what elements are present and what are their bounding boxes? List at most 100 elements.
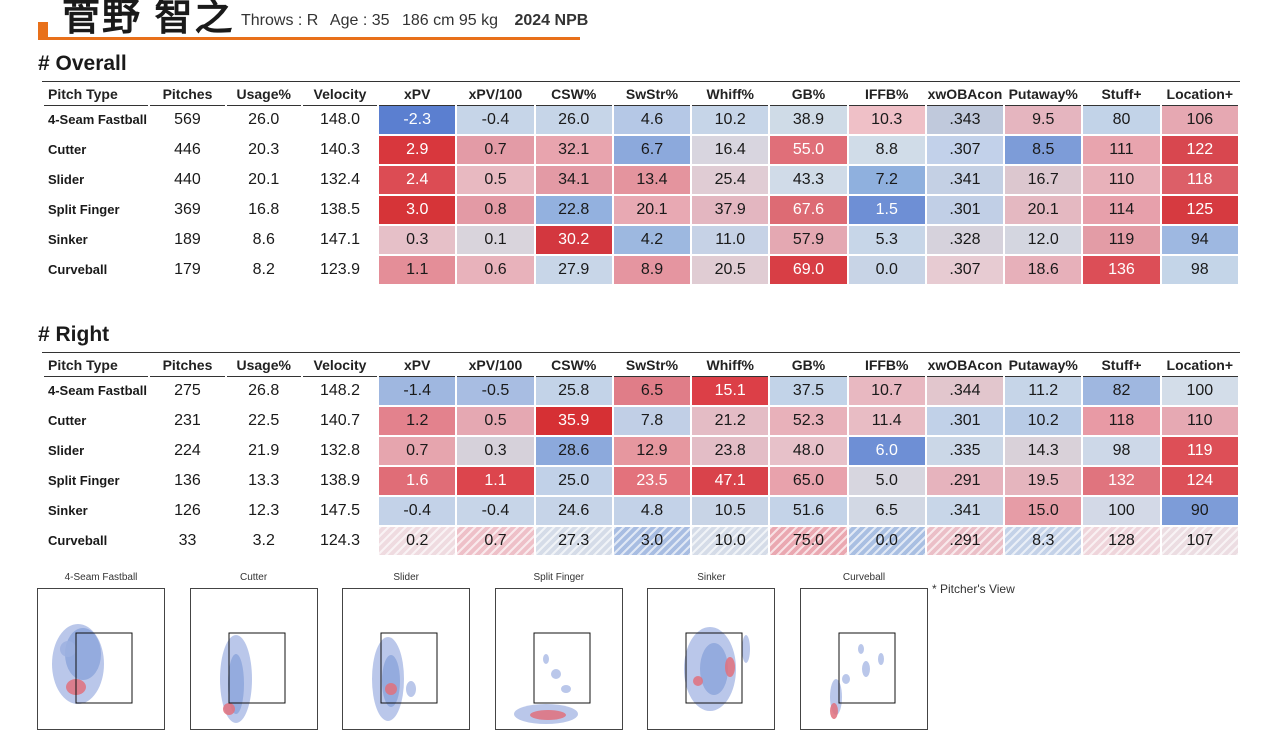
stat-cell-xpv-100: 1.1	[457, 467, 534, 497]
density-blob	[550, 669, 561, 679]
player-name: 菅野 智之	[62, 0, 235, 39]
heatmap-label: Curveball	[842, 572, 886, 583]
stat-cell-velocity: 124.3	[302, 527, 378, 557]
stat-cell-location: 124	[1161, 467, 1238, 497]
column-header-swstr: SwStr%	[613, 353, 691, 377]
column-header-xpv-100: xPV/100	[457, 82, 534, 106]
column-header-pitch-type: Pitch Type	[44, 353, 149, 377]
header-underline	[38, 37, 580, 40]
stat-cell-gb: 75.0	[770, 527, 847, 557]
stat-cell-xpv-100: 0.6	[457, 256, 534, 286]
stat-cell-velocity: 147.1	[302, 226, 378, 256]
stat-cell-putaway: 10.2	[1005, 407, 1082, 437]
stat-cell-xwobacon: .341	[926, 497, 1004, 527]
column-header-pitches: Pitches	[150, 353, 225, 377]
column-header-csw: CSW%	[535, 82, 612, 106]
table-row: Split Finger 369 16.8 138.5 3.0 0.8 22.8 20.1 37…	[44, 196, 1238, 226]
stat-cell-pitches: 126	[150, 497, 225, 527]
pitch-type-cell: Curveball	[44, 527, 149, 557]
column-header-xpv-100: xPV/100	[457, 353, 534, 377]
heatmap-sinker: Sinker	[647, 572, 776, 730]
player-header: 菅野 智之 Throws : R Age : 35 186 cm 95 kg 2…	[38, 0, 588, 40]
stat-cell-location: 110	[1161, 407, 1238, 437]
stat-cell-xpv-100: 0.1	[457, 226, 534, 256]
stat-cell-whiff: 21.2	[692, 407, 769, 437]
stat-cell-location: 107	[1161, 527, 1238, 557]
stat-cell-usage: 20.1	[226, 166, 301, 196]
stat-cell-stuff: 110	[1083, 166, 1160, 196]
stat-cell-xpv: 1.2	[379, 407, 456, 437]
stat-cell-stuff: 132	[1083, 467, 1160, 497]
density-blob	[742, 635, 751, 663]
density-blob	[529, 710, 566, 720]
pitch-type-cell: Sinker	[44, 226, 149, 256]
density-blob	[542, 654, 549, 664]
stat-cell-whiff: 25.4	[692, 166, 769, 196]
stat-cell-whiff: 23.8	[692, 437, 769, 467]
heatmap-label: Split Finger	[533, 572, 585, 583]
column-header-iffb: IFFB%	[848, 353, 925, 377]
stat-cell-xwobacon: .301	[926, 407, 1004, 437]
pitch-type-cell: Split Finger	[44, 196, 149, 226]
stat-cell-iffb: 10.3	[848, 106, 925, 136]
heatmap-label: Cutter	[239, 572, 268, 583]
stat-cell-pitches: 569	[150, 106, 225, 136]
stat-cell-stuff: 136	[1083, 256, 1160, 286]
heatmap-plot	[647, 588, 776, 730]
stat-cell-csw: 25.0	[535, 467, 612, 497]
stat-cell-whiff: 15.1	[692, 377, 769, 407]
heatmap-cutter: Cutter	[189, 572, 318, 730]
stat-cell-swstr: 7.8	[613, 407, 691, 437]
stat-cell-pitches: 275	[150, 377, 225, 407]
stat-cell-swstr: 12.9	[613, 437, 691, 467]
stat-cell-xwobacon: .328	[926, 226, 1004, 256]
stat-cell-usage: 8.6	[226, 226, 301, 256]
heatmap-4-seam-fastball: 4-Seam Fastball	[37, 572, 165, 730]
stat-cell-csw: 26.0	[535, 106, 612, 136]
table-row: Cutter 446 20.3 140.3 2.9 0.7 32.1 6.7 16.4 55.0 8…	[44, 136, 1238, 166]
age: Age : 35	[329, 12, 390, 29]
stat-cell-usage: 3.2	[226, 527, 301, 557]
body: 186 cm 95 kg	[401, 12, 499, 29]
column-header-putaway: Putaway%	[1005, 82, 1082, 106]
stat-cell-usage: 20.3	[226, 136, 301, 166]
stat-cell-xpv: 0.7	[379, 437, 456, 467]
table-row: Sinker 189 8.6 147.1 0.3 0.1 30.2 4.2 11.0 57.9 5.…	[44, 226, 1238, 256]
column-header-xwobacon: xwOBAcon	[926, 353, 1004, 377]
stat-cell-pitches: 369	[150, 196, 225, 226]
column-header-location: Location+	[1161, 82, 1238, 106]
stat-cell-stuff: 119	[1083, 226, 1160, 256]
stat-cell-usage: 22.5	[226, 407, 301, 437]
stat-cell-swstr: 6.5	[613, 377, 691, 407]
stat-cell-location: 118	[1161, 166, 1238, 196]
density-blob	[862, 661, 870, 677]
stat-cell-csw: 27.9	[535, 256, 612, 286]
stat-cell-velocity: 138.9	[302, 467, 378, 497]
column-header-gb: GB%	[770, 82, 847, 106]
stat-cell-csw: 32.1	[535, 136, 612, 166]
throws: Throws : R	[241, 12, 319, 29]
stat-cell-xpv: 0.2	[379, 527, 456, 557]
stat-cell-csw: 34.1	[535, 166, 612, 196]
stat-cell-gb: 43.3	[770, 166, 847, 196]
pitch-type-cell: 4-Seam Fastball	[44, 106, 149, 136]
stat-cell-pitches: 136	[150, 467, 225, 497]
column-header-whiff: Whiff%	[692, 353, 769, 377]
stat-cell-stuff: 82	[1083, 377, 1160, 407]
stat-cell-velocity: 147.5	[302, 497, 378, 527]
stat-cell-whiff: 16.4	[692, 136, 769, 166]
player-meta: Throws : R Age : 35 186 cm 95 kg 2024 NP…	[241, 12, 596, 30]
stat-cell-usage: 21.9	[226, 437, 301, 467]
heatmap-plot	[37, 588, 165, 730]
stat-cell-xpv-100: -0.4	[457, 497, 534, 527]
stat-cell-whiff: 20.5	[692, 256, 769, 286]
column-header-xpv: xPV	[379, 353, 456, 377]
stat-cell-whiff: 37.9	[692, 196, 769, 226]
column-header-whiff: Whiff%	[692, 82, 769, 106]
stat-cell-xwobacon: .291	[926, 527, 1004, 557]
stat-cell-iffb: 1.5	[848, 196, 925, 226]
stat-cell-iffb: 5.3	[848, 226, 925, 256]
stat-cell-xwobacon: .344	[926, 377, 1004, 407]
stat-cell-stuff: 80	[1083, 106, 1160, 136]
stat-cell-pitches: 224	[150, 437, 225, 467]
